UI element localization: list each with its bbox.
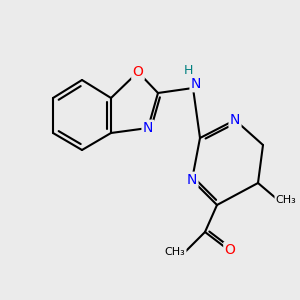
Text: N: N <box>230 113 240 127</box>
Text: O: O <box>133 65 143 79</box>
Text: N: N <box>143 121 153 135</box>
Text: O: O <box>225 243 236 257</box>
Text: H: H <box>183 64 193 77</box>
Text: N: N <box>191 77 201 91</box>
Text: CH₃: CH₃ <box>165 247 185 257</box>
Text: N: N <box>187 173 197 187</box>
Text: CH₃: CH₃ <box>276 195 296 205</box>
